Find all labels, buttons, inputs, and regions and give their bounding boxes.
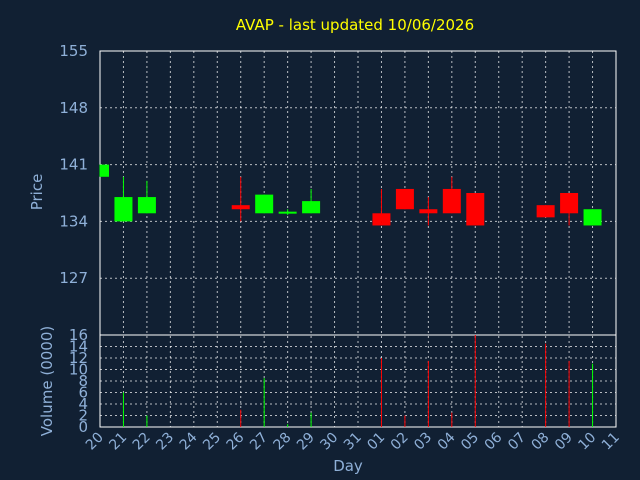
volume-tick-label: 6 (78, 384, 88, 402)
candle-body (583, 209, 602, 226)
x-tick-label: 07 (505, 430, 529, 454)
volume-tick-label: 4 (78, 395, 88, 413)
candle-body (137, 197, 156, 214)
candle-body (442, 188, 461, 214)
candle-body (114, 197, 133, 222)
x-tick-label: 24 (177, 429, 201, 453)
price-tick-label: 148 (59, 99, 88, 117)
price-tick-label: 141 (59, 156, 88, 174)
candle-body (100, 164, 109, 177)
candle-body (536, 205, 555, 218)
x-tick-label: 04 (435, 429, 459, 453)
x-axis-label: Day (333, 457, 363, 475)
price-axis-label: Price (28, 174, 46, 211)
candle-body (419, 209, 438, 214)
candle-body (278, 211, 297, 214)
candle-body (560, 193, 579, 214)
x-tick-label: 06 (482, 429, 506, 453)
x-axis: 20 21 22 23 24 25 26 27 28 29 30 31 01 02 03 04 05 06 07 08… (83, 429, 623, 453)
volume-tick-label: 2 (78, 407, 88, 425)
price-tick-label: 155 (59, 42, 88, 60)
x-tick-label: 11 (599, 430, 623, 454)
x-tick-label: 30 (317, 430, 341, 454)
x-tick-label: 23 (153, 430, 177, 454)
x-tick-label: 01 (364, 430, 388, 454)
price-tick-label: 127 (59, 269, 88, 287)
x-tick-label: 21 (106, 430, 130, 454)
volume-tick-label: 8 (78, 372, 88, 390)
candle-body (395, 188, 414, 210)
candle-body (231, 205, 250, 210)
x-tick-label: 03 (411, 430, 435, 454)
x-tick-label: 02 (388, 430, 412, 454)
volume-axis-label: Volume (0000) (38, 326, 56, 436)
candle-body (466, 193, 485, 226)
x-tick-label: 22 (130, 430, 154, 454)
x-tick-label: 25 (200, 430, 224, 454)
candle-body (372, 213, 391, 226)
x-tick-label: 08 (529, 430, 553, 454)
chart-title: AVAP - last updated 10/06/2026 (236, 16, 474, 34)
volume-tick-label: 14 (69, 338, 88, 356)
candle-body (255, 194, 274, 214)
volume-tick-label: 16 (69, 326, 88, 344)
volume-tick-label: 10 (69, 361, 88, 379)
volume-tick-label: 12 (69, 349, 88, 367)
x-tick-label: 27 (247, 430, 271, 454)
x-tick-label: 29 (294, 430, 318, 454)
x-tick-label: 31 (341, 430, 365, 454)
price-tick-label: 134 (59, 212, 88, 230)
volume-tick-label: 0 (78, 418, 88, 436)
volume-plot-frame (99, 334, 617, 428)
candle-body (302, 201, 321, 214)
x-tick-label: 26 (224, 429, 248, 453)
x-tick-label: 28 (271, 430, 295, 454)
x-tick-label: 05 (458, 430, 482, 454)
x-tick-label: 09 (552, 430, 576, 454)
x-tick-label: 10 (575, 430, 599, 454)
